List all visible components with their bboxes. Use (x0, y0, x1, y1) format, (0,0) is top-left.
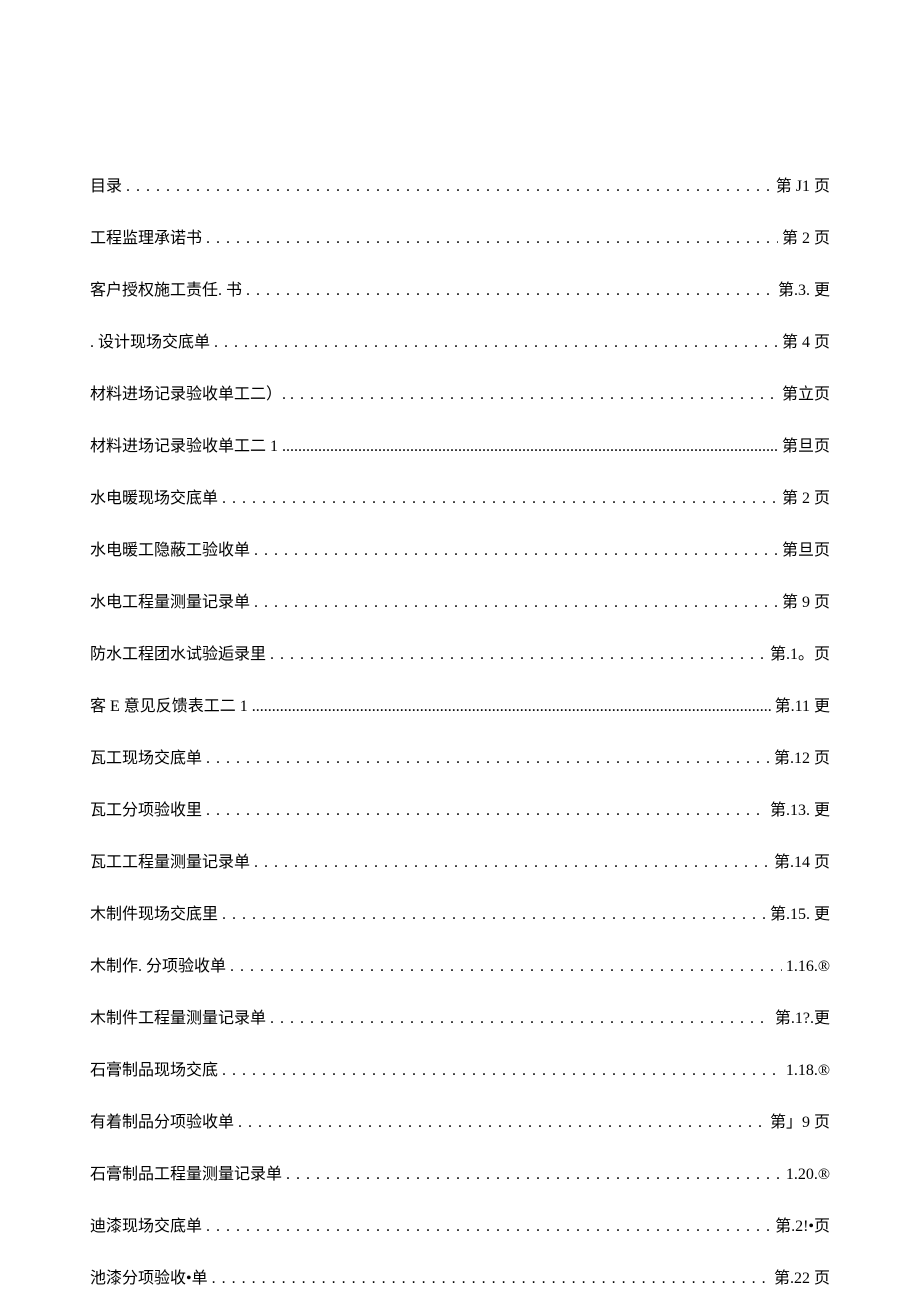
toc-entry-title: 瓦工工程量测量记录单 (90, 851, 250, 875)
toc-entry-page: 第旦页 (782, 435, 830, 459)
toc-entry-title: 迪漆现场交底单 (90, 1215, 202, 1239)
toc-entry-title: 瓦工现场交底单 (90, 747, 202, 771)
toc-entry-title: 水电暖现场交底单 (90, 487, 218, 511)
toc-entry: 木制作. 分项验收单 . . . . . . . . . . . . . . .… (90, 955, 830, 979)
toc-entry: 迪漆现场交底单 . . . . . . . . . . . . . . . . … (90, 1215, 830, 1239)
toc-entry-page: 第.11 更 (775, 695, 830, 719)
toc-entry: 瓦工现场交底单 . . . . . . . . . . . . . . . . … (90, 747, 830, 771)
toc-entry-title: 水电工程量测量记录单 (90, 591, 250, 615)
toc-leader: . . . . . . . . . . . . . . . . . . . . … (222, 1059, 782, 1083)
toc-entry: 池漆分项验收•单 . . . . . . . . . . . . . . . .… (90, 1267, 830, 1291)
toc-leader: . . . . . . . . . . . . . . . . . . . . … (206, 747, 770, 771)
toc-entry-title: 材料进场记录验收单工二）. (90, 383, 286, 407)
toc-entry-page: 第」9 页 (770, 1111, 830, 1135)
toc-entry: 客 E 意见反馈表工二 1 ..........................… (90, 695, 830, 719)
toc-leader: . . . . . . . . . . . . . . . . . . . . … (206, 799, 766, 823)
toc-entry: 材料进场记录验收单工二）. . . . . . . . . . . . . . … (90, 383, 830, 407)
toc-leader: . . . . . . . . . . . . . . . . . . . . … (238, 1111, 766, 1135)
toc-entry-title: 防水工程团水试验逅录里 (90, 643, 266, 667)
toc-entry-page: 第 4 页 (782, 331, 830, 355)
toc-entry: 防水工程团水试验逅录里 . . . . . . . . . . . . . . … (90, 643, 830, 667)
toc-entry-page: 第.3. 更 (778, 279, 830, 303)
toc-entry: 瓦工分项验收里 . . . . . . . . . . . . . . . . … (90, 799, 830, 823)
toc-entry-title: 材料进场记录验收单工二 1 (90, 435, 278, 459)
toc-leader: . . . . . . . . . . . . . . . . . . . . … (222, 487, 778, 511)
toc-leader: . . . . . . . . . . . . . . . . . . . . … (222, 903, 766, 927)
toc-entry-title: 工程监理承诺书 (90, 227, 202, 251)
toc-entry-page: 第立页 (782, 383, 830, 407)
toc-leader: . . . . . . . . . . . . . . . . . . . . … (230, 955, 782, 979)
toc-entry: 水电暖现场交底单 . . . . . . . . . . . . . . . .… (90, 487, 830, 511)
toc-leader: ........................................… (252, 695, 771, 719)
toc-leader: . . . . . . . . . . . . . . . . . . . . … (290, 383, 778, 407)
toc-entry-title: 池漆分项验收•单 (90, 1267, 208, 1291)
toc-entry-title: 木制件现场交底里 (90, 903, 218, 927)
toc-entry-page: 1.18.® (786, 1059, 830, 1083)
toc-entry-page: 第.1。页 (770, 643, 830, 667)
toc-entry: 水电工程量测量记录单 . . . . . . . . . . . . . . .… (90, 591, 830, 615)
toc-entry: . 设计现场交底单 . . . . . . . . . . . . . . . … (90, 331, 830, 355)
toc-leader: . . . . . . . . . . . . . . . . . . . . … (270, 1007, 771, 1031)
toc-entry-title: 水电暖工隐蔽工验收单 (90, 539, 250, 563)
toc-entry-page: 第.22 页 (774, 1267, 830, 1291)
toc-entry: 工程监理承诺书 . . . . . . . . . . . . . . . . … (90, 227, 830, 251)
toc-entry: 木制件现场交底里 . . . . . . . . . . . . . . . .… (90, 903, 830, 927)
toc-entry-title: 目录 (90, 175, 122, 199)
toc-entry-title: . 设计现场交底单 (90, 331, 210, 355)
toc-entry-page: 第 9 页 (782, 591, 830, 615)
toc-entry: 石膏制品工程量测量记录单 . . . . . . . . . . . . . .… (90, 1163, 830, 1187)
toc-entry: 木制件工程量测量记录单 . . . . . . . . . . . . . . … (90, 1007, 830, 1031)
toc-entry-title: 木制作. 分项验收单 (90, 955, 226, 979)
toc-entry-page: 第 J1 页 (776, 175, 830, 199)
toc-leader: . . . . . . . . . . . . . . . . . . . . … (270, 643, 766, 667)
toc-leader: . . . . . . . . . . . . . . . . . . . . … (246, 279, 774, 303)
toc-entry-page: 1.16.® (786, 955, 830, 979)
toc-entry-page: 第 2 页 (782, 487, 830, 511)
toc-entry: 客户授权施工责任. 书 . . . . . . . . . . . . . . … (90, 279, 830, 303)
toc-leader: ........................................… (282, 435, 778, 459)
toc-entry: 水电暖工隐蔽工验收单 . . . . . . . . . . . . . . .… (90, 539, 830, 563)
toc-entry-title: 石膏制品工程量测量记录单 (90, 1163, 282, 1187)
toc-entry: 目录 . . . . . . . . . . . . . . . . . . .… (90, 175, 830, 199)
toc-entry-page: 第.1?.更 (775, 1007, 830, 1031)
toc-entry-title: 客 E 意见反馈表工二 1 (90, 695, 248, 719)
toc-entry: 材料进场记录验收单工二 1 ..........................… (90, 435, 830, 459)
toc-entry-page: 第.15. 更 (770, 903, 830, 927)
toc-leader: . . . . . . . . . . . . . . . . . . . . … (206, 1215, 771, 1239)
toc-entry-page: 第旦页 (782, 539, 830, 563)
toc-leader: . . . . . . . . . . . . . . . . . . . . … (212, 1267, 770, 1291)
toc-entry: 石膏制品现场交底 . . . . . . . . . . . . . . . .… (90, 1059, 830, 1083)
toc-entry-title: 瓦工分项验收里 (90, 799, 202, 823)
toc-entry-page: 第.2!•页 (775, 1215, 830, 1239)
toc-entry-page: 第.12 页 (774, 747, 830, 771)
table-of-contents: 目录 . . . . . . . . . . . . . . . . . . .… (90, 175, 830, 1291)
toc-entry-title: 有着制品分项验收单 (90, 1111, 234, 1135)
toc-entry-title: 石膏制品现场交底 (90, 1059, 218, 1083)
toc-leader: . . . . . . . . . . . . . . . . . . . . … (254, 851, 770, 875)
toc-entry: 有着制品分项验收单 . . . . . . . . . . . . . . . … (90, 1111, 830, 1135)
toc-leader: . . . . . . . . . . . . . . . . . . . . … (206, 227, 778, 251)
toc-entry-title: 木制件工程量测量记录单 (90, 1007, 266, 1031)
toc-leader: . . . . . . . . . . . . . . . . . . . . … (126, 175, 772, 199)
toc-leader: . . . . . . . . . . . . . . . . . . . . … (254, 539, 778, 563)
toc-entry-page: 1.20.® (786, 1163, 830, 1187)
toc-entry-page: 第 2 页 (782, 227, 830, 251)
toc-leader: . . . . . . . . . . . . . . . . . . . . … (214, 331, 778, 355)
toc-entry: 瓦工工程量测量记录单 . . . . . . . . . . . . . . .… (90, 851, 830, 875)
toc-leader: . . . . . . . . . . . . . . . . . . . . … (254, 591, 778, 615)
toc-entry-title: 客户授权施工责任. 书 (90, 279, 242, 303)
toc-leader: . . . . . . . . . . . . . . . . . . . . … (286, 1163, 782, 1187)
toc-entry-page: 第.13. 更 (770, 799, 830, 823)
toc-entry-page: 第.14 页 (774, 851, 830, 875)
